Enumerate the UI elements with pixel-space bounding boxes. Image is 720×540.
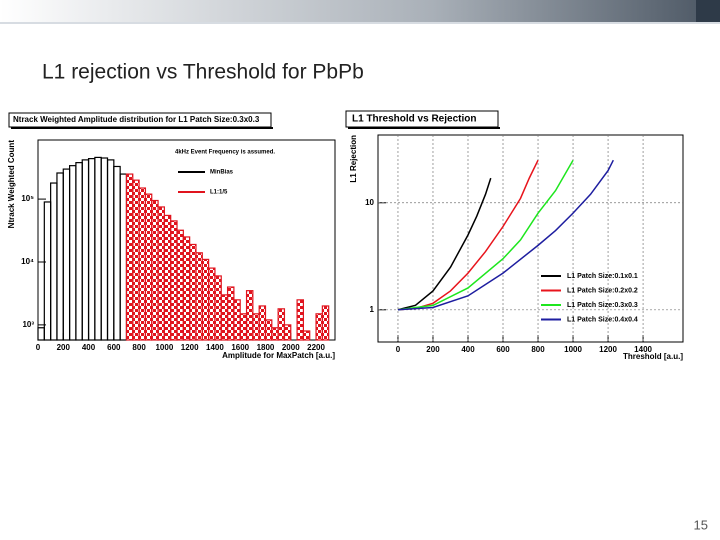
x-tick-label: 0	[36, 343, 41, 352]
chart-title-shadow	[11, 127, 273, 129]
histogram-bar	[271, 327, 279, 341]
x-axis-label: Threshold [a.u.]	[623, 352, 683, 361]
histogram-bar	[176, 229, 184, 341]
histogram-bar	[252, 313, 260, 341]
histogram-bar	[277, 308, 286, 341]
histogram-bar	[245, 290, 254, 341]
chart-title-shadow	[348, 127, 500, 129]
x-axis-label: Amplitude for MaxPatch [a.u.]	[222, 351, 335, 360]
x-tick-label: 200	[57, 343, 71, 352]
histogram-bar	[226, 286, 235, 341]
histogram-bar	[201, 258, 210, 341]
top-bar-line	[0, 22, 720, 24]
histogram-bar	[296, 299, 305, 341]
histogram-bar	[195, 252, 203, 341]
x-tick-label: 1400	[634, 345, 652, 354]
histogram-bar	[220, 294, 229, 341]
x-tick-label: 1400	[206, 343, 224, 352]
histogram-bar	[163, 214, 172, 341]
histogram-bar	[157, 206, 165, 341]
x-tick-label: 400	[82, 343, 96, 352]
histogram-bar	[315, 313, 323, 341]
top-bar-block	[696, 0, 720, 22]
legend-label: L1 Patch Size:0.3x0.3	[567, 302, 638, 309]
legend-label: L1 Patch Size:0.1x0.1	[567, 273, 638, 280]
x-tick-label: 200	[426, 345, 440, 354]
x-tick-label: 2000	[282, 343, 300, 352]
chart-title: Ntrack Weighted Amplitude distribution f…	[13, 115, 260, 124]
x-tick-label: 1000	[564, 345, 582, 354]
chart-title: L1 Threshold vs Rejection	[352, 114, 476, 125]
histogram-bar	[321, 305, 330, 341]
histogram-bar	[258, 305, 267, 341]
legend-label: L1 Patch Size:0.2x0.2	[567, 287, 638, 294]
x-tick-label: 600	[107, 343, 121, 352]
histogram-bar	[189, 243, 197, 341]
legend-label: L1:1/5	[210, 190, 228, 196]
chart: L1 Threshold vs Rejection 1 10 0 200 400 600 80…	[345, 110, 684, 361]
histogram-bar	[144, 193, 153, 341]
x-tick-label: 1200	[181, 343, 199, 352]
histogram-bar	[233, 299, 241, 341]
y-tick-label: 10⁵	[21, 194, 34, 203]
line-series	[397, 159, 614, 311]
histogram-bar	[170, 220, 178, 341]
histogram-bar	[214, 275, 222, 341]
histogram-bar	[264, 319, 273, 341]
histogram-bar	[125, 173, 134, 341]
x-tick-label: 1000	[155, 343, 173, 352]
x-tick-label: 1200	[599, 345, 617, 354]
histogram-bar	[208, 267, 216, 341]
page-number: 15	[694, 517, 708, 532]
y-tick-label: 10⁴	[21, 257, 34, 266]
chart: Ntrack Weighted Amplitude distribution f…	[7, 112, 336, 360]
y-axis-label: Ntrack Weighted Count	[7, 140, 16, 229]
x-tick-label: 400	[461, 345, 475, 354]
top-bar	[0, 0, 720, 22]
x-tick-label: 1600	[231, 343, 249, 352]
x-tick-label: 800	[132, 343, 146, 352]
x-tick-label: 600	[496, 345, 510, 354]
y-tick-label: 10	[365, 198, 374, 207]
y-tick-label: 10³	[22, 320, 34, 329]
histogram-bar	[182, 236, 191, 341]
histogram-bar	[151, 199, 159, 341]
plot-area	[377, 134, 684, 343]
legend-label: L1 Patch Size:0.4x0.4	[567, 316, 638, 323]
histogram-bar	[302, 330, 311, 341]
x-tick-label: 800	[531, 345, 545, 354]
histogram-bar	[132, 179, 140, 341]
slide-title: L1 rejection vs Threshold for PbPb	[42, 61, 364, 84]
y-tick-label: 1	[370, 305, 375, 314]
histogram-bar	[283, 324, 292, 341]
histogram-bar	[239, 313, 248, 341]
line-series	[397, 177, 492, 311]
x-tick-label: 2200	[307, 343, 325, 352]
y-axis-label: L1 Rejection	[349, 135, 358, 183]
histogram-bar	[138, 187, 147, 341]
x-tick-label: 0	[396, 345, 401, 354]
annotation: 4kHz Event Frequency is assumed.	[175, 150, 275, 156]
legend-label: MinBias	[210, 170, 234, 176]
x-tick-label: 1800	[257, 343, 275, 352]
line-series	[397, 159, 574, 311]
